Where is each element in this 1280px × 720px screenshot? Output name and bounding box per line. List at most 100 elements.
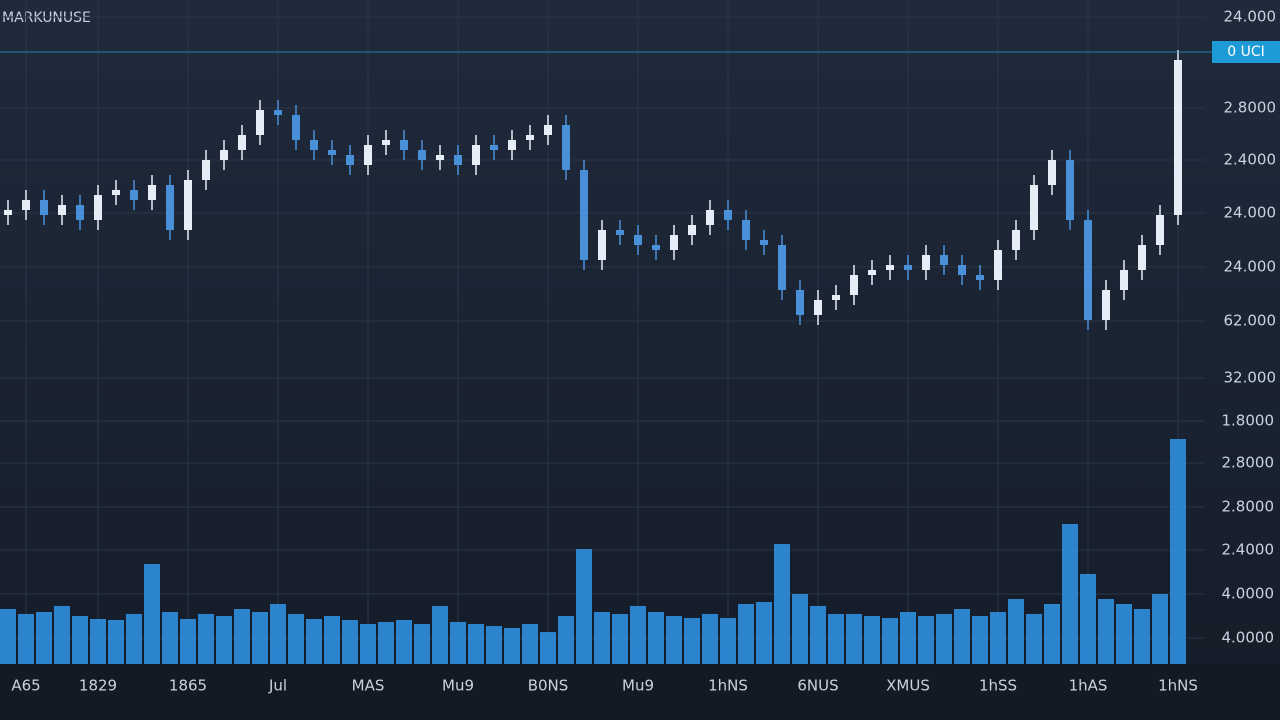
candle-body [670,235,678,250]
volume-bar [522,624,538,664]
volume-bar [468,624,484,664]
volume-bar [972,616,988,664]
volume-bar [1062,524,1078,664]
volume-bar [180,619,196,664]
candle-body [364,145,372,165]
volume-bar [396,620,412,664]
volume-bar [774,544,790,664]
x-tick-label: Mu9 [442,677,474,695]
candle-body [922,255,930,270]
x-tick-label: XMUS [886,677,930,695]
candle-body [166,185,174,230]
y-tick-label: 4.0000 [1222,585,1275,603]
candle-body [544,125,552,135]
candle-body [148,185,156,200]
candle-body [1012,230,1020,250]
volume-bar [1152,594,1168,664]
candle-body [706,210,714,225]
x-tick-label: 1hSS [979,677,1017,695]
x-tick-label: 1hAS [1069,677,1108,695]
volume-bar [828,614,844,664]
candle-body [58,205,66,215]
candle-body [130,190,138,200]
candle-body [526,135,534,140]
candle-body [256,110,264,135]
candle-body [40,200,48,215]
candle-body [382,140,390,145]
y-tick-label: 1.8000 [1222,412,1275,430]
candle-body [1156,215,1164,245]
candle-body [436,155,444,160]
y-tick-label: 24.000 [1224,204,1277,222]
y-tick-label: 2.8000 [1224,99,1277,117]
last-price-tag [1212,41,1280,63]
x-tick-label: 1829 [79,677,117,695]
candle-body [742,220,750,240]
y-tick-label: 62.000 [1224,312,1277,330]
volume-bar [1134,609,1150,664]
volume-bar [216,616,232,664]
candle-body [1102,290,1110,320]
volume-bar [342,620,358,664]
volume-bar [252,612,268,664]
volume-bar [756,602,772,664]
candle-body [184,180,192,230]
volume-bar [702,614,718,664]
candle-body [1084,220,1092,320]
candle-body [778,245,786,290]
volume-bar [558,616,574,664]
volume-bar [864,616,880,664]
candle-body [796,290,804,315]
volume-bar [666,616,682,664]
volume-bar [1116,604,1132,664]
volume-bar [846,614,862,664]
candle-body [220,150,228,160]
candle-body [994,250,1002,280]
volume-bar [144,564,160,664]
candle-body [490,145,498,150]
volume-bar [990,612,1006,664]
volume-bar [306,619,322,664]
volume-bar [918,616,934,664]
x-tick-label: 1hNS [1158,677,1198,695]
volume-bar [612,614,628,664]
volume-bar [234,609,250,664]
volume-bar [810,606,826,664]
candle-body [418,150,426,160]
candle-body [652,245,660,250]
candle-body [832,295,840,300]
x-tick-label: Jul [268,677,287,695]
x-tick-label: A65 [11,677,40,695]
candle-body [1030,185,1038,230]
y-tick-label: 24.000 [1224,258,1277,276]
candle-body [472,145,480,165]
volume-bar [0,609,16,664]
volume-bar [954,609,970,664]
candle-body [202,160,210,180]
last-price-label: 0 UCI [1227,44,1265,60]
volume-bar [324,616,340,664]
volume-bar [360,624,376,664]
y-tick-label: 2.8000 [1222,454,1275,472]
x-axis-band [0,664,1280,720]
candle-body [688,225,696,235]
volume-bar [90,619,106,664]
volume-bar [684,618,700,664]
volume-bar [450,622,466,664]
candle-body [292,115,300,140]
candle-body [310,140,318,150]
volume-bar [432,606,448,664]
volume-bar [720,618,736,664]
candle-body [616,230,624,235]
candle-body [634,235,642,245]
y-tick-label: 2.4000 [1224,151,1277,169]
candle-body [1174,60,1182,215]
y-tick-label: 24.000 [1224,8,1277,26]
candle-body [850,275,858,295]
candle-body [94,195,102,220]
volume-bar [648,612,664,664]
volume-bar [486,626,502,664]
candle-body [598,230,606,260]
